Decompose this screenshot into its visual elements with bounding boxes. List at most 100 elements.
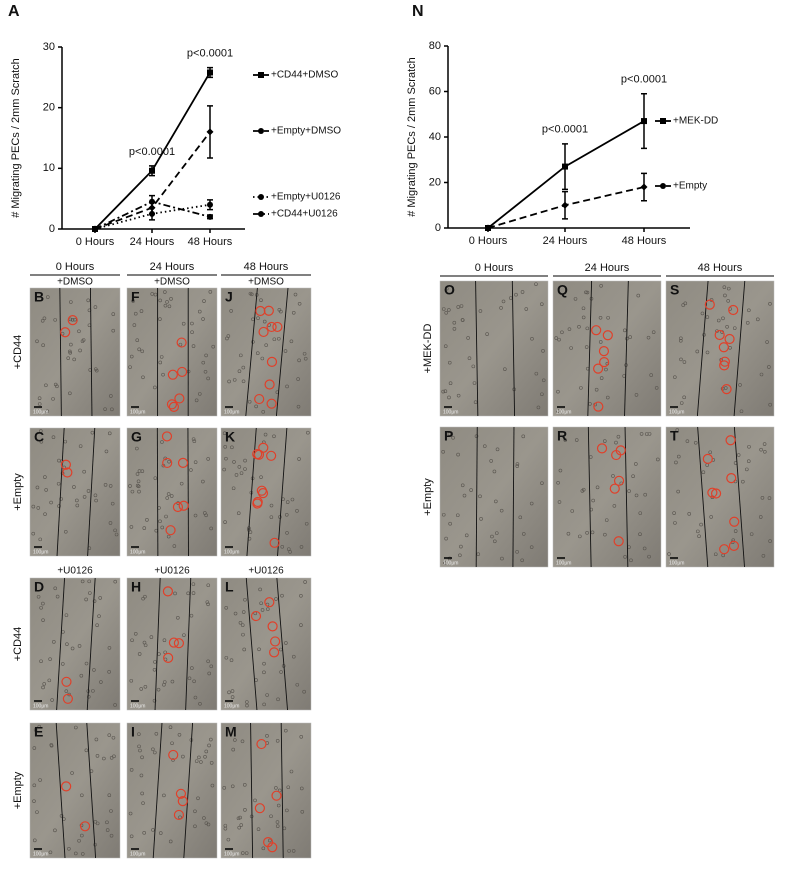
cell [266,607,270,611]
cell [705,315,710,319]
migrating-cell [598,346,610,357]
cell [111,328,116,333]
cell [679,336,683,341]
cell [540,392,544,397]
cell [500,556,504,561]
cell [41,685,45,690]
cell [53,382,58,387]
migrating-cell [250,610,262,622]
cell [604,518,609,522]
cell [275,739,280,743]
cell [209,761,214,765]
marker [641,118,647,125]
cell [136,479,141,484]
cell [581,306,586,311]
cell [241,610,246,614]
cell [299,623,303,627]
cell [95,623,99,628]
cell [164,514,168,519]
cell [93,820,98,824]
cell [269,814,273,819]
cell [86,694,91,699]
cell [262,670,266,675]
column-header: 48 Hours [698,262,743,274]
migrating-cell [729,516,740,527]
cell [696,529,700,534]
scratch-edge [624,280,629,417]
cell [673,375,677,379]
panel-letter: C [34,429,44,445]
cell [444,310,449,315]
cell [105,820,109,825]
cell [141,375,145,380]
cell [59,497,63,501]
cell [84,748,89,753]
cell [713,552,718,557]
marker [149,198,155,205]
cell [259,475,263,479]
cell [599,284,603,288]
cell [631,474,635,478]
micrograph [439,280,549,417]
annotation: p<0.0001 [187,48,233,60]
cell [679,401,684,405]
cell [656,457,660,462]
cell [57,458,61,463]
cell [708,450,713,455]
cell [95,754,100,758]
cell [299,545,304,549]
cell [280,545,285,549]
legend-label: +Empty+DMSO [271,126,341,137]
cell [210,783,215,788]
cell [37,402,42,406]
cell [291,310,296,315]
cell [303,356,308,361]
cell [445,286,449,291]
cell [197,392,202,396]
cell [84,661,89,666]
cell [675,428,680,432]
cell [290,497,295,502]
cell [80,852,85,856]
legend-marker [258,194,264,200]
cell [573,297,578,301]
cell [447,308,451,312]
cell [634,393,639,397]
scratch-edge [152,722,163,859]
cell [181,321,186,326]
cell [285,808,289,813]
cell [113,703,117,707]
cell [129,354,134,359]
cell [673,521,677,525]
cell [683,301,688,306]
cell [499,508,504,513]
cell [131,299,135,303]
cell [109,833,114,838]
cell [260,608,265,612]
cell [455,513,460,518]
scratch-edge [246,427,257,557]
cell [747,308,751,313]
cell [283,728,288,733]
cell [534,282,538,286]
cell [154,731,159,736]
cell [192,679,196,684]
cell [584,290,588,295]
micrograph [665,426,775,568]
cell [244,851,249,855]
row-label: +Empty [422,478,434,516]
cell [678,338,683,343]
cell [286,785,291,790]
migrating-cell [67,314,78,326]
cell [143,594,147,599]
migrating-cell [719,544,730,555]
marker [562,163,568,170]
cell [709,515,713,519]
cell [490,534,494,539]
cell [238,620,243,625]
cell [628,335,632,339]
cell [287,849,291,853]
cell [602,439,607,443]
cell [603,532,607,537]
row-label: +CD44 [12,335,24,370]
